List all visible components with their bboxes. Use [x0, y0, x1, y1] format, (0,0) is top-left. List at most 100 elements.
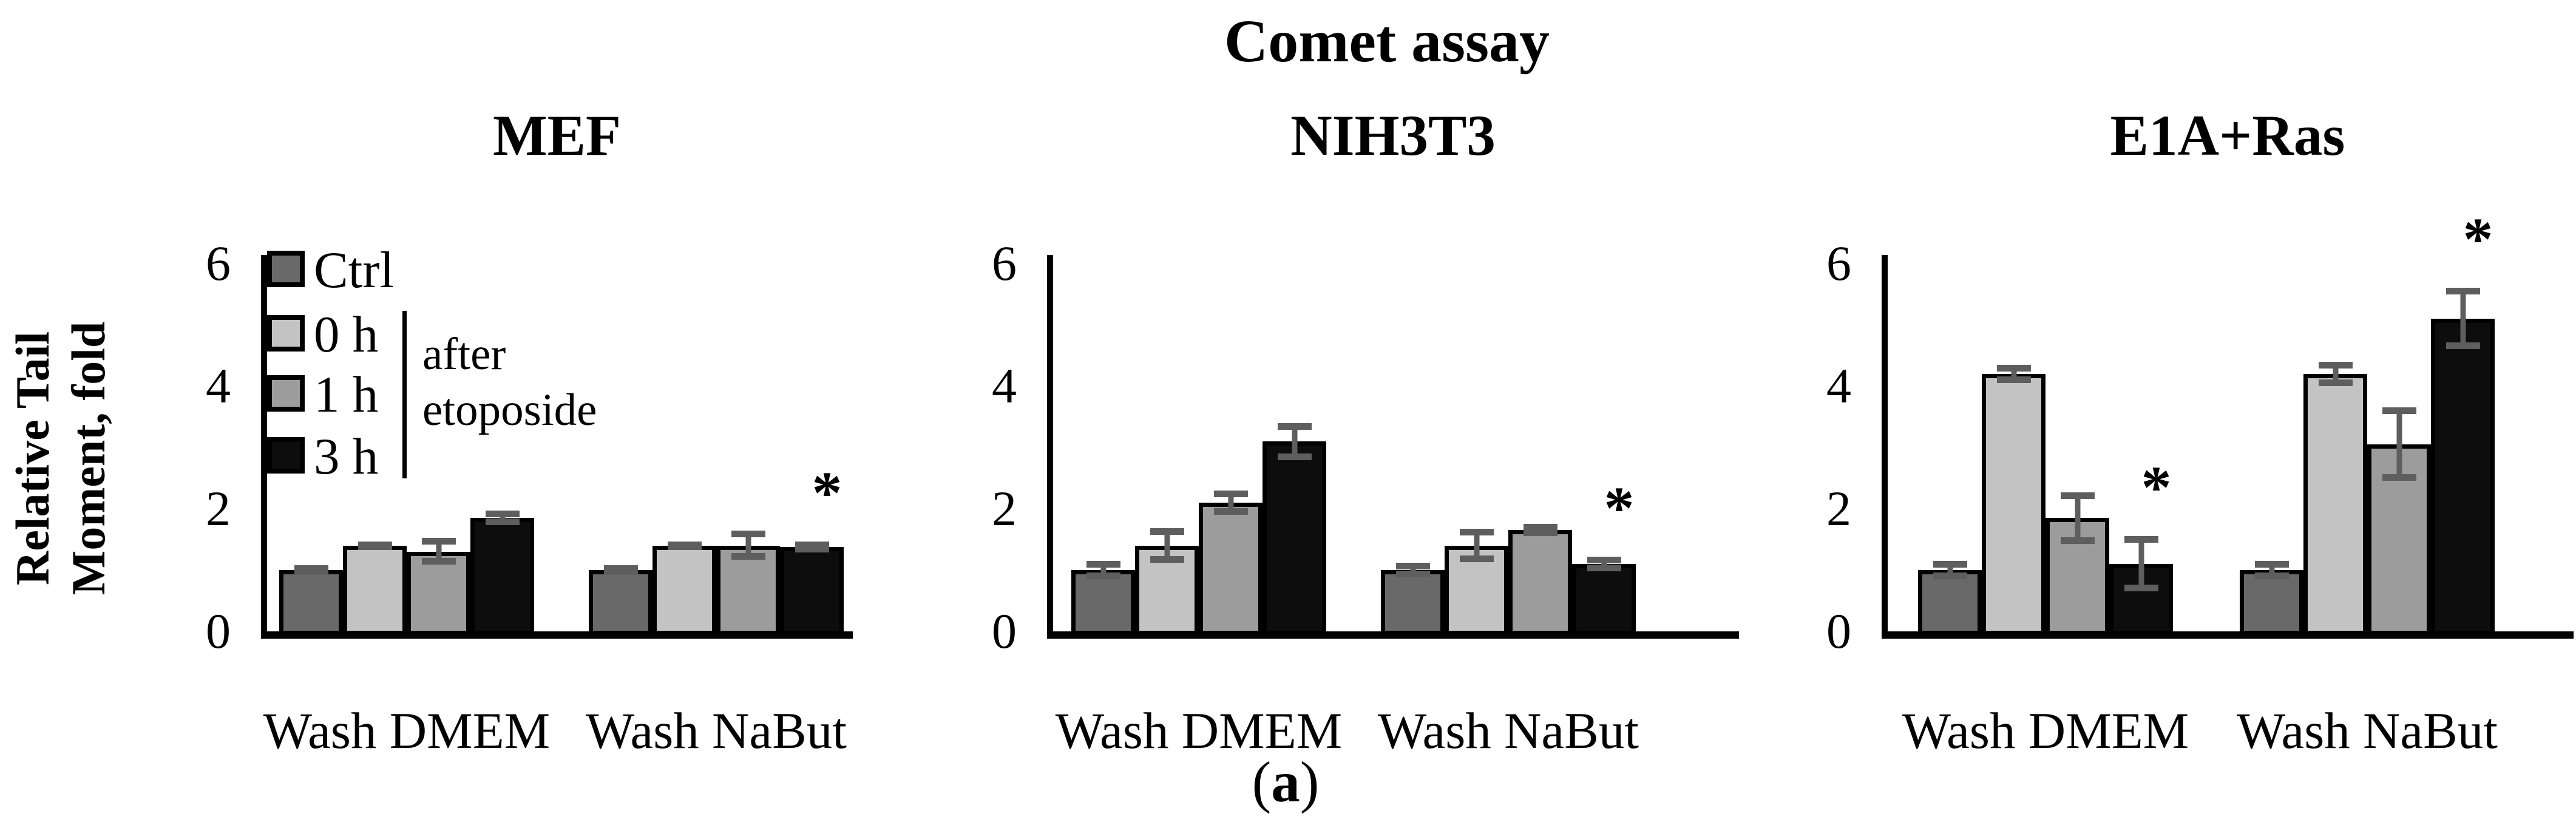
y-axis-title: Relative Tail Moment, fold [5, 321, 115, 596]
bar-e1a-ras-dmem-Ctrl [1918, 570, 1982, 635]
bar-nih3t3-dmem-1h [1199, 503, 1263, 635]
error-bar [485, 511, 520, 525]
error-bar [421, 538, 456, 565]
error-bar [1523, 524, 1557, 536]
bar-e1a-ras-dmem-0h [1982, 374, 2046, 635]
error-bar-stem [2011, 365, 2016, 383]
y-tick-label-e1a-ras-0: 0 [1826, 603, 1851, 659]
error-bar-cap [1587, 565, 1621, 571]
error-bar-cap [1459, 529, 1494, 535]
y-tick-label-e1a-ras-6: 6 [1826, 236, 1851, 291]
error-bar-cap [1587, 557, 1621, 563]
legend-swatch-1h [267, 375, 305, 412]
error-bar [1996, 365, 2031, 383]
legend-swatch-0h [267, 315, 305, 352]
error-bar [2382, 407, 2416, 481]
error-bar-cap [603, 568, 638, 575]
y-tick-label-mef-0: 0 [206, 603, 231, 659]
error-bar-cap [1523, 524, 1557, 531]
y-axis-mef [261, 255, 267, 639]
error-bar [1933, 561, 1967, 579]
error-bar-cap [1150, 528, 1184, 535]
error-bar [1459, 529, 1494, 562]
error-bar-cap [358, 543, 392, 550]
legend-label-1h: 1 h [314, 366, 379, 423]
bar-mef-nabut-0h [652, 546, 716, 635]
error-bar [1213, 491, 1248, 515]
error-bar-stem [436, 538, 441, 565]
y-tick-label-nih3t3-4: 4 [992, 358, 1017, 413]
error-bar-stem [1164, 528, 1170, 563]
panel-title-nih3t3: NIH3T3 [1290, 103, 1496, 168]
bar-nih3t3-nabut-Ctrl [1381, 570, 1445, 635]
error-bar-cap [731, 553, 765, 560]
legend-swatch-3h [267, 437, 305, 474]
subfigure-paren-close: ) [1300, 750, 1320, 814]
significance-asterisk: * [2141, 453, 2172, 521]
x-category-label: Wash NaBut [586, 702, 847, 759]
error-bar [358, 542, 392, 550]
error-bar-cap [1086, 561, 1120, 568]
y-tick-label-e1a-ras-4: 4 [1826, 358, 1851, 413]
significance-asterisk: * [1604, 474, 1635, 542]
error-bar-cap [2060, 537, 2095, 544]
error-bar-stem [1474, 529, 1479, 562]
y-axis-nih3t3 [1047, 255, 1053, 639]
error-bar-cap [2382, 474, 2416, 481]
error-bar-cap [1996, 376, 2031, 383]
significance-asterisk: * [812, 459, 842, 526]
error-bar-cap [1459, 555, 1494, 562]
bar-nih3t3-nabut-3h [1572, 564, 1636, 635]
error-bar [2060, 492, 2095, 544]
error-bar [667, 542, 702, 550]
bar-mef-dmem-0h [343, 546, 407, 635]
error-bar [2124, 536, 2158, 591]
error-bar-stem [2333, 362, 2338, 386]
error-bar-cap [1933, 572, 1967, 579]
significance-asterisk: * [2462, 205, 2493, 273]
x-category-label: Wash NaBut [2237, 702, 2498, 759]
error-bar-stem [2460, 288, 2466, 349]
error-bar [2318, 362, 2353, 386]
error-bar-cap [1277, 453, 1312, 460]
bar-mef-dmem-Ctrl [279, 570, 343, 635]
error-bar-stem [1100, 561, 1106, 579]
bar-nih3t3-dmem-Ctrl [1071, 570, 1135, 635]
legend-divider-line [402, 311, 407, 478]
error-bar-stem [1601, 557, 1607, 571]
error-bar-cap [485, 518, 520, 525]
subfigure-letter: a [1271, 750, 1300, 814]
error-bar-cap [421, 538, 456, 545]
legend-annotation: etoposide [422, 385, 597, 435]
error-bar-cap [1086, 572, 1120, 579]
error-bar-stem [2138, 536, 2144, 591]
error-bar-cap [667, 543, 702, 550]
error-bar-stem [1410, 563, 1415, 577]
bar-mef-nabut-Ctrl [589, 570, 652, 635]
error-bar-cap [1150, 556, 1184, 563]
error-bar-stem [2269, 561, 2274, 579]
error-bar-cap [421, 558, 456, 565]
x-category-label: Wash NaBut [1378, 702, 1639, 759]
error-bar-cap [485, 511, 520, 517]
bar-e1a-ras-nabut-0h [2303, 374, 2367, 635]
bar-nih3t3-dmem-3h [1263, 441, 1326, 635]
bar-mef-dmem-1h [407, 552, 470, 635]
y-tick-label-nih3t3-6: 6 [992, 236, 1017, 291]
error-bar-cap [795, 542, 829, 548]
error-bar-cap [2254, 561, 2289, 568]
x-category-label: Wash DMEM [263, 702, 551, 759]
legend-swatch-Ctrl [267, 251, 305, 287]
error-bar-cap [2382, 407, 2416, 414]
y-tick-label-e1a-ras-2: 2 [1826, 481, 1851, 536]
error-bar-cap [2124, 536, 2158, 543]
error-bar [2446, 288, 2480, 349]
error-bar-cap [795, 546, 829, 552]
y-axis-e1a-ras [1882, 255, 1888, 639]
error-bar [1086, 561, 1120, 579]
bar-mef-nabut-3h [780, 547, 844, 635]
error-bar [2254, 561, 2289, 579]
error-bar [1277, 423, 1312, 460]
error-bar [1395, 563, 1430, 577]
y-tick-label-mef-2: 2 [206, 481, 231, 536]
